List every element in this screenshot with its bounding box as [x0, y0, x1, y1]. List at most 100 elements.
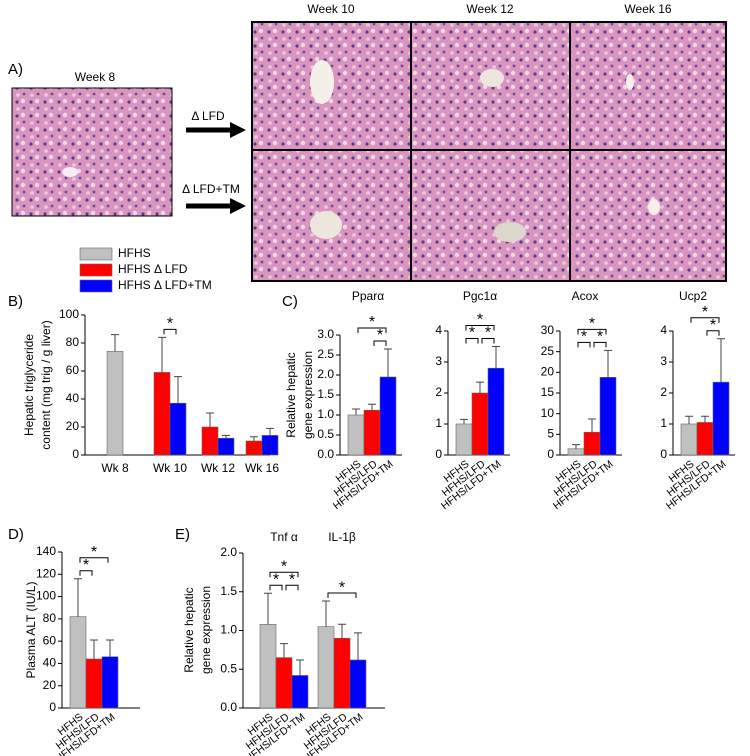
error-bar — [266, 427, 274, 436]
y-tick-label: 2.0 — [220, 545, 237, 559]
chart-title: Pparα — [352, 289, 384, 303]
y-tick-label: 2.5 — [317, 347, 334, 361]
bar — [106, 351, 124, 456]
chart-title: Acox — [572, 289, 599, 303]
y-tick-label: 0.5 — [317, 427, 334, 441]
arrow-label: Δ LFD+TM — [182, 182, 240, 196]
significance-bracket — [357, 327, 387, 333]
bar — [379, 376, 397, 456]
error-bar — [460, 418, 468, 424]
y-axis-label: Relative hepatic — [284, 352, 298, 437]
panel-label: A) — [8, 61, 23, 78]
error-bar — [572, 444, 580, 449]
y-tick-label: 5 — [547, 427, 554, 441]
error-bar — [717, 338, 725, 383]
legend-swatch — [79, 263, 113, 277]
arrow-label: Δ LFD — [191, 109, 225, 123]
error-bar — [111, 334, 119, 352]
y-tick-label: 0 — [49, 700, 56, 714]
legend-swatch — [79, 247, 113, 261]
y-tick-label: 0 — [435, 447, 442, 461]
significance-label: * — [469, 325, 475, 342]
bar — [261, 435, 279, 456]
error-bar — [74, 578, 82, 617]
significance-bracket — [163, 328, 177, 335]
y-tick-label: 100 — [59, 307, 79, 321]
y-axis-label: content (mg trig / g liver) — [39, 320, 53, 449]
week-label: Week 12 — [466, 2, 513, 16]
error-bar — [280, 643, 288, 658]
week-label: Week 10 — [307, 2, 354, 16]
error-bar — [206, 412, 214, 427]
y-tick-label: 10 — [541, 406, 555, 420]
bar — [201, 426, 219, 456]
y-tick-label: 1.5 — [317, 387, 334, 401]
group-title: Tnf α — [270, 530, 298, 544]
error-bar — [384, 348, 392, 377]
significance-bracket — [465, 325, 495, 331]
legend-swatch — [79, 279, 113, 293]
significance-bracket — [79, 557, 109, 563]
significance-bracket — [481, 338, 495, 344]
significance-label: * — [281, 559, 287, 576]
significance-label: * — [91, 544, 97, 561]
bar — [153, 372, 171, 456]
y-tick-label: 140 — [36, 544, 56, 558]
bar — [680, 423, 698, 456]
chart-title: Pgc1α — [463, 289, 497, 303]
error-bar — [352, 408, 360, 415]
y-tick-label: 20 — [66, 419, 80, 433]
significance-label: * — [167, 316, 173, 333]
y-tick-label: 80 — [43, 611, 57, 625]
error-bar — [264, 592, 272, 625]
significance-label: * — [589, 316, 595, 333]
y-tick-label: 4 — [660, 323, 667, 337]
legend-label: HFHS Δ LFD+TM — [118, 278, 212, 292]
y-tick-label: 60 — [43, 633, 57, 647]
y-tick-label: 0 — [547, 447, 554, 461]
arrow-head — [230, 198, 246, 214]
vessel — [480, 69, 504, 87]
y-tick-label: 0.5 — [220, 661, 237, 675]
bar — [712, 381, 730, 456]
bar — [471, 392, 489, 456]
bar — [169, 402, 187, 456]
vessel — [494, 222, 526, 242]
y-tick-label: 4 — [435, 323, 442, 337]
significance-bracket — [577, 341, 591, 348]
significance-bracket — [269, 584, 283, 591]
y-tick-label: 20 — [541, 365, 555, 379]
x-tick-label: Wk 10 — [153, 461, 187, 475]
y-tick-label: 0.0 — [317, 447, 334, 461]
error-bar — [476, 381, 484, 393]
panel-label: E) — [175, 526, 190, 543]
significance-bracket — [706, 330, 720, 336]
x-tick-label: Wk 8 — [101, 461, 129, 475]
bar — [259, 623, 277, 709]
significance-label: * — [702, 304, 708, 321]
x-tick-label: Wk 16 — [245, 461, 279, 475]
significance-label: * — [597, 329, 603, 346]
y-tick-label: 1.0 — [220, 623, 237, 637]
y-tick-label: 25 — [541, 344, 555, 358]
y-tick-label: 3 — [660, 354, 667, 368]
error-bar — [222, 434, 230, 439]
error-bar — [338, 623, 346, 639]
error-bar — [604, 349, 612, 378]
week-label: Week 16 — [624, 2, 671, 16]
x-tick-label: Wk 12 — [201, 461, 235, 475]
panel-label: D) — [8, 526, 24, 543]
y-tick-label: 120 — [36, 566, 56, 580]
y-tick-label: 2 — [660, 385, 667, 399]
error-bar — [588, 418, 596, 433]
bar — [363, 409, 381, 456]
significance-label: * — [369, 314, 375, 331]
y-tick-label: 1.5 — [220, 584, 237, 598]
bar — [487, 367, 505, 456]
vessel — [648, 199, 660, 215]
bar — [85, 658, 103, 709]
histology-image — [11, 87, 173, 217]
significance-label: * — [339, 579, 345, 596]
error-bar — [90, 639, 98, 659]
y-tick-label: 3.0 — [317, 327, 334, 341]
